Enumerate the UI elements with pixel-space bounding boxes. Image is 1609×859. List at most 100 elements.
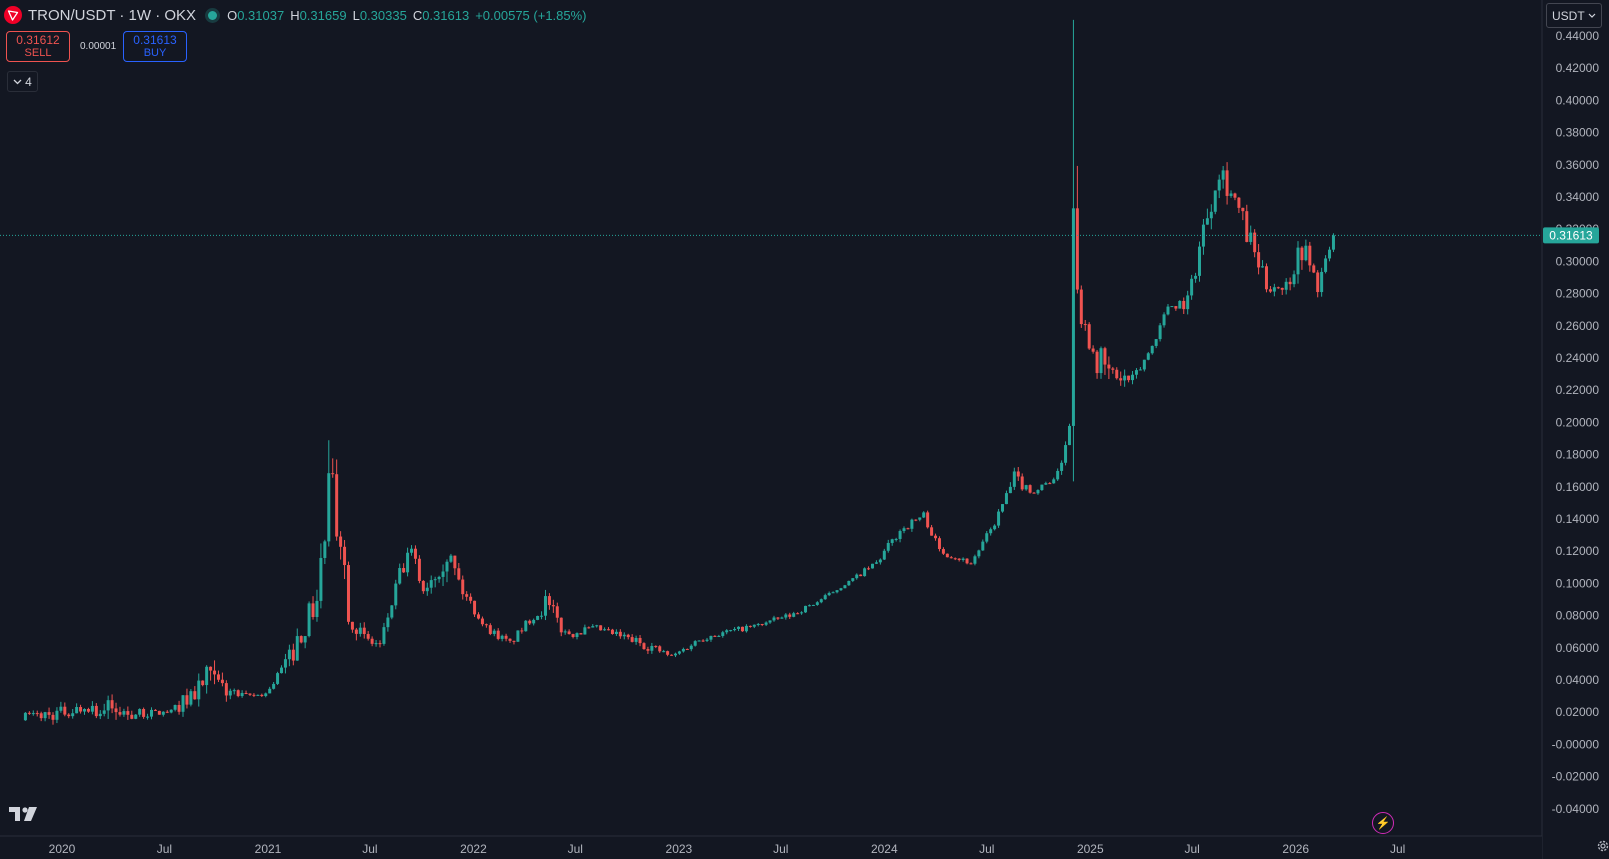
candle-body (788, 614, 792, 617)
candle-body (1067, 425, 1071, 446)
price-tick-label: 0.14000 (1556, 512, 1600, 526)
candle-body (1320, 271, 1324, 293)
ohlc-low: L0.30335 (352, 7, 407, 23)
last-price-badge: 0.31613 (1543, 227, 1599, 244)
price-tick-label: 0.10000 (1556, 576, 1600, 590)
candle-body (1146, 353, 1150, 360)
candle-body (815, 602, 819, 605)
candle-body (185, 695, 189, 705)
time-tick-label: Jul (979, 842, 994, 856)
sell-button[interactable]: 0.31612 SELL (6, 31, 70, 62)
time-tick-label: Jul (1390, 842, 1405, 856)
candle-body (413, 548, 417, 559)
candle-body (1264, 266, 1268, 290)
candle-body (1170, 306, 1174, 308)
candle-body (268, 688, 272, 694)
candle-body (378, 643, 382, 645)
candle-body (512, 640, 516, 642)
candle-body (1268, 289, 1272, 292)
candle-body (1060, 462, 1064, 471)
candle-body (79, 707, 83, 712)
buy-button[interactable]: 0.31613 BUY (123, 31, 187, 62)
candle-body (780, 617, 784, 619)
candle-body (1288, 281, 1292, 285)
candle-body (252, 694, 256, 696)
time-axis-panel[interactable] (0, 836, 1542, 859)
chevron-down-icon (1588, 13, 1596, 18)
candle-body (740, 626, 744, 632)
candle-body (1225, 170, 1229, 196)
candle-body (1272, 287, 1276, 292)
candle-body (1075, 208, 1079, 290)
candle-body (1138, 369, 1142, 371)
candle-body (1111, 368, 1115, 370)
candle-body (516, 630, 520, 642)
candle-body (1190, 278, 1194, 296)
candle-body (772, 617, 776, 621)
symbol-title[interactable]: TRON/USDT · 1W · OKX (28, 6, 197, 24)
candle-body (804, 605, 808, 613)
candle-body (142, 709, 146, 717)
candle-body (811, 604, 815, 606)
candle-body (1115, 369, 1119, 379)
candle-body (689, 645, 693, 650)
price-tick-label: 0.08000 (1556, 609, 1600, 623)
gear-icon[interactable] (1596, 839, 1609, 853)
price-tick-label: 0.04000 (1556, 673, 1600, 687)
candle-body (1099, 348, 1103, 374)
candle-body (283, 659, 287, 668)
price-tick-label: -0.02000 (1552, 770, 1600, 784)
lightning-icon[interactable]: ⚡ (1372, 812, 1394, 834)
candle-body (1312, 265, 1316, 273)
tradingview-logo[interactable] (9, 806, 39, 822)
candle-body (354, 629, 358, 634)
price-tick-label: 0.34000 (1556, 190, 1600, 204)
currency-select[interactable]: USDT (1546, 3, 1602, 28)
buy-label: BUY (143, 46, 167, 59)
time-tick-label: 2020 (49, 842, 76, 856)
candle-body (800, 612, 804, 614)
candle-body (941, 549, 945, 554)
candle-body (910, 519, 914, 529)
candle-body (926, 512, 930, 528)
indicators-collapse-button[interactable]: 4 (7, 71, 38, 92)
price-axis-panel[interactable] (1542, 0, 1609, 836)
candle-body (1091, 348, 1095, 352)
candle-body (75, 707, 79, 714)
candle-body (709, 635, 713, 640)
candle-body (303, 636, 307, 643)
candle-body (583, 627, 587, 635)
candle-body (173, 704, 177, 710)
candle-body (630, 637, 634, 642)
candle-body (945, 553, 949, 558)
candle-body (918, 517, 922, 520)
candle-body (1241, 207, 1245, 212)
candle-body (63, 706, 67, 715)
candle-body (39, 713, 43, 719)
candle-body (705, 639, 709, 641)
market-status-indicator[interactable] (208, 10, 218, 20)
candle-body (603, 629, 607, 631)
candle-body (717, 635, 721, 637)
candle-body (540, 615, 544, 617)
currency-value: USDT (1552, 8, 1585, 23)
candle-body (634, 637, 638, 642)
candle-body (985, 533, 989, 542)
candle-body (1304, 245, 1308, 261)
candle-body (587, 627, 591, 629)
candle-body (421, 580, 425, 592)
price-tick-label: 0.42000 (1556, 61, 1600, 75)
candle-body (1308, 245, 1312, 266)
ohlc-open: O0.31037 (227, 7, 285, 23)
candle-body (1142, 359, 1146, 370)
price-tick-label: 0.20000 (1556, 415, 1600, 429)
candle-body (1284, 281, 1288, 290)
candle-body (1217, 179, 1221, 191)
candle-body (567, 631, 571, 635)
candle-body (725, 630, 729, 633)
candle-body (729, 630, 733, 632)
candle-body (776, 617, 780, 619)
candle-body (287, 649, 291, 660)
candle-body (922, 512, 926, 518)
